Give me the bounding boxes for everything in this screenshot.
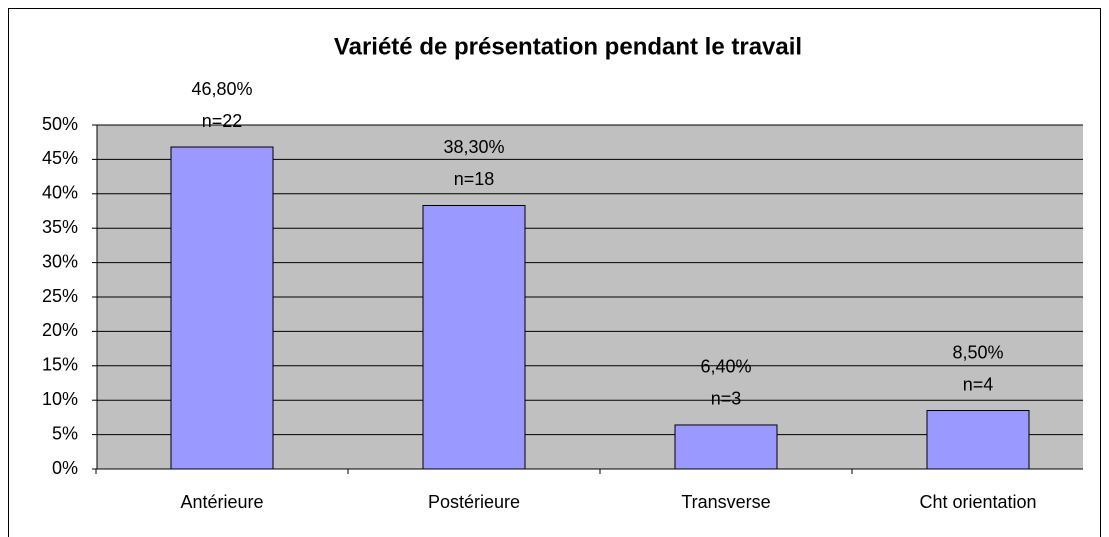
count-label: n=22 <box>202 111 243 131</box>
bar <box>170 146 274 470</box>
value-label: 8,50% <box>952 342 1003 362</box>
y-tick-label: 35% <box>42 217 78 237</box>
count-label: n=3 <box>711 389 742 409</box>
y-tick-label: 0% <box>52 458 78 478</box>
y-tick-label: 45% <box>42 148 78 168</box>
y-tick-label: 30% <box>42 251 78 271</box>
y-tick-label: 20% <box>42 320 78 340</box>
bar <box>926 410 1030 470</box>
y-tick-label: 40% <box>42 183 78 203</box>
x-tick-label: Postérieure <box>428 492 520 512</box>
value-label: 6,40% <box>700 357 751 377</box>
bar <box>422 204 526 470</box>
y-tick-label: 50% <box>42 114 78 134</box>
y-tick-label: 25% <box>42 286 78 306</box>
count-label: n=4 <box>963 374 994 394</box>
x-tick-label: Transverse <box>681 492 770 512</box>
x-tick-label: Cht orientation <box>919 492 1036 512</box>
y-tick-label: 15% <box>42 355 78 375</box>
chart-title: Variété de présentation pendant le trava… <box>334 33 802 60</box>
count-label: n=18 <box>454 169 495 189</box>
value-label: 46,80% <box>191 79 252 99</box>
x-tick-label: Antérieure <box>180 492 263 512</box>
y-tick-label: 5% <box>52 423 78 443</box>
bar <box>674 424 778 470</box>
value-label: 38,30% <box>443 137 504 157</box>
y-tick-label: 10% <box>42 389 78 409</box>
